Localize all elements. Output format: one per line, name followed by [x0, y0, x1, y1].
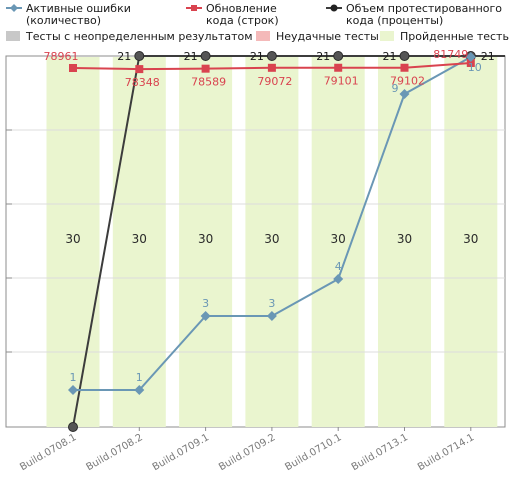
coverage-data-label: 21: [184, 50, 198, 63]
series-active-bugs-point: [333, 274, 344, 284]
bar-passed-tests: [46, 57, 100, 427]
legend-swatch: [256, 31, 270, 41]
legend-item: Активные ошибки(количество): [6, 2, 131, 27]
x-tick-label: Build.0708.1: [18, 432, 78, 473]
coverage-data-label: 21: [383, 50, 397, 63]
bugs-data-label: 1: [70, 371, 77, 384]
bar-passed-tests: [245, 57, 299, 427]
x-tick-label: Build.0708.2: [84, 432, 144, 473]
coverage-data-label: 21: [117, 50, 131, 63]
x-tick-label: Build.0713.1: [350, 432, 410, 473]
bar-passed-tests: [378, 57, 431, 427]
series-coverage-point: [399, 51, 410, 61]
bugs-data-label: 3: [268, 297, 275, 310]
series-active-bugs-point: [134, 385, 145, 395]
code-churn-data-label: 78961: [44, 50, 79, 63]
bugs-data-label: 4: [335, 260, 342, 273]
series-code-churn-point: [400, 63, 409, 72]
legend-label-line1: Обновление: [206, 2, 277, 15]
bugs-data-label: 10: [468, 61, 482, 74]
code-churn-data-label: 79072: [257, 75, 292, 88]
series-active-bugs-point: [68, 385, 78, 395]
bugs-data-label: 3: [202, 297, 209, 310]
legend-square-marker: [191, 5, 197, 11]
series-active-bugs-point: [266, 311, 277, 321]
series-active-bugs-point: [200, 311, 211, 321]
legend-label-line1: Активные ошибки: [26, 2, 131, 15]
legend-label: Пройденные тесты: [400, 30, 509, 43]
bar-value-label: 30: [463, 232, 478, 246]
bar-value-label: 30: [198, 232, 213, 246]
legend-label-line2: кода (строк): [206, 14, 279, 27]
series-coverage-point: [134, 51, 145, 61]
code-churn-data-label: 79101: [324, 75, 359, 88]
bar-value-label: 30: [65, 232, 80, 246]
series-code-churn-point: [201, 64, 210, 73]
series-coverage-point: [200, 51, 211, 61]
legend-diamond-marker: [10, 4, 18, 12]
x-tick-label: Build.0714.1: [416, 432, 476, 473]
legend-label-line2: (количество): [26, 14, 101, 27]
x-tick-label: Build.0709.2: [217, 432, 277, 473]
code-churn-data-label: 78589: [191, 76, 226, 89]
series-code-churn-point: [135, 65, 144, 74]
legend-label: Неудачные тесты: [276, 30, 379, 43]
series-active-bugs-point: [399, 89, 410, 99]
bar-passed-tests: [112, 57, 166, 427]
code-churn-data-label: 78348: [125, 76, 160, 89]
bar-passed-tests: [444, 57, 498, 427]
series-code-churn-point: [267, 63, 276, 72]
x-tick-label: Build.0710.1: [283, 432, 343, 473]
bugs-data-label: 1: [136, 371, 143, 384]
bar-passed-tests: [311, 57, 365, 427]
bar-value-label: 30: [132, 232, 147, 246]
bar-value-label: 30: [264, 232, 279, 246]
x-tick-label: Build.0709.1: [151, 432, 211, 473]
series-active-bugs-point: [465, 52, 476, 62]
series-code-churn-point: [334, 63, 343, 72]
series-coverage-point: [68, 422, 78, 432]
legend-item: Неудачные тесты: [256, 30, 379, 43]
series-code-churn-point: [69, 64, 77, 72]
coverage-data-label: 21: [250, 50, 264, 63]
series-code-churn-point: [466, 58, 475, 67]
legend: Активные ошибки(количество)Обновлениекод…: [6, 2, 509, 43]
series-coverage-point: [333, 51, 344, 61]
code-churn-data-label: 81749: [433, 48, 468, 61]
legend-label: Тесты с неопределенным результатом: [25, 30, 253, 43]
legend-label-line2: кода (проценты): [346, 14, 443, 27]
series-coverage-point: [266, 51, 277, 61]
coverage-data-label: 21: [316, 50, 330, 63]
legend-swatch: [6, 31, 20, 41]
coverage-data-label: 21: [481, 50, 495, 63]
bar-passed-tests: [179, 57, 233, 427]
legend-swatch: [380, 31, 394, 41]
legend-item: Тесты с неопределенным результатом: [6, 30, 253, 43]
bar-value-label: 30: [331, 232, 346, 246]
legend-label-line1: Объем протестированного: [346, 2, 502, 15]
code-churn-data-label: 79102: [390, 75, 425, 88]
legend-item: Пройденные тесты: [380, 30, 509, 43]
legend-circle-marker: [330, 4, 338, 12]
bar-value-label: 30: [397, 232, 412, 246]
bugs-data-label: 9: [392, 82, 399, 95]
